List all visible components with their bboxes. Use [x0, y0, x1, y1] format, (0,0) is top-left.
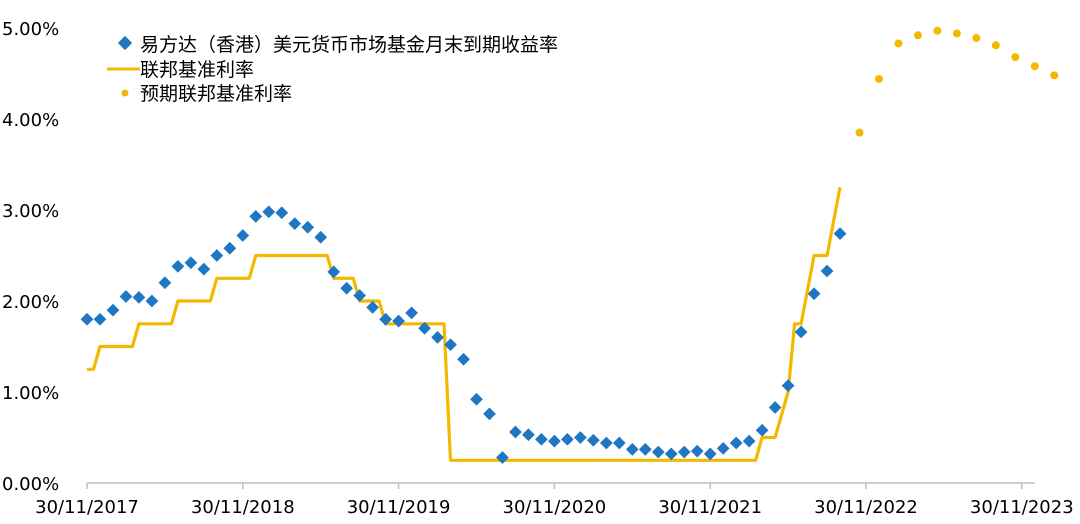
expected-rate-point	[894, 39, 903, 48]
fund-yield-point	[327, 265, 341, 279]
fund-yield-point	[768, 401, 782, 414]
fund-yield-point	[314, 230, 328, 244]
legend-item-fed-rate: 联邦基准利率	[107, 59, 254, 81]
fund-yield-point	[275, 206, 289, 220]
fund-yield-point	[418, 321, 431, 335]
fund-yield-point	[457, 352, 470, 366]
fund-yield-point	[729, 436, 743, 450]
fund-yield-point	[301, 220, 315, 234]
fund-yield-point	[80, 312, 94, 326]
fund-yield-point	[483, 407, 496, 421]
legend: 易方达（香港）美元货币市场基金月末到期收益率 联邦基准利率 预期联邦基准利率	[107, 34, 558, 105]
fund-yield-point	[716, 442, 730, 455]
y-axis-ticks: 0.00% 1.00% 2.00% 3.00% 4.00% 5.00%	[2, 19, 59, 495]
fund-yield-point	[548, 434, 561, 448]
expected-rate-point	[1050, 71, 1059, 80]
legend-label-expected-fed-rate: 预期联邦基准利率	[140, 83, 292, 105]
fund-yield-point	[664, 447, 678, 461]
fund-yield-point	[470, 392, 483, 406]
fund-yield-point	[781, 379, 795, 392]
fund-yield-point	[677, 445, 691, 459]
fund-yield-point	[262, 205, 276, 219]
fund-yield-point	[509, 425, 522, 439]
x-tick-label: 30/11/2018	[191, 497, 295, 518]
expected-rate-point	[991, 41, 1000, 50]
fund-yield-point	[405, 306, 418, 320]
y-tick-label: 3.00%	[2, 201, 59, 222]
fund-yield-point	[703, 447, 717, 461]
expected-rate-point	[1011, 53, 1020, 62]
fund-yield-point	[496, 451, 509, 464]
legend-item-fund-yield: 易方达（香港）美元货币市场基金月末到期收益率	[117, 34, 558, 56]
legend-label-fed-rate: 联邦基准利率	[140, 59, 254, 81]
expected-rate-point	[913, 31, 922, 40]
y-tick-label: 5.00%	[2, 19, 59, 40]
expected-rate-point	[1030, 62, 1039, 71]
fund-yield-point	[690, 444, 704, 458]
fund-yield-point	[794, 325, 808, 339]
y-tick-label: 2.00%	[2, 292, 59, 313]
expected-rate-point	[952, 29, 961, 38]
expected-rate-point	[855, 128, 864, 137]
fund-yield-point	[119, 290, 133, 303]
fund-yield-point	[171, 260, 185, 273]
x-axis-ticks: 30/11/2017 30/11/2018 30/11/2019 30/11/2020…	[35, 497, 1074, 518]
fund-yield-point	[93, 312, 107, 326]
fund-yield-point	[145, 294, 159, 308]
legend-item-expected-fed-rate: 预期联邦基准利率	[121, 83, 292, 105]
fund-yield-point	[353, 289, 367, 302]
legend-dot-marker	[121, 89, 129, 97]
y-tick-label: 4.00%	[2, 110, 59, 131]
fund-yield-point	[444, 338, 457, 352]
fund-yield-point	[106, 303, 120, 317]
fund-yield-point	[379, 312, 392, 326]
fund-yield-point	[431, 331, 444, 344]
expected-rate-point	[972, 34, 981, 43]
fund-yield-point	[522, 428, 535, 442]
fund-yield-point	[366, 301, 379, 314]
fund-yield-point	[535, 432, 548, 446]
fund-yield-point	[132, 290, 146, 304]
fund-yield-point	[574, 431, 587, 444]
x-tick-label: 30/11/2020	[503, 497, 607, 518]
fund-yield-point	[210, 249, 224, 262]
fed-rate-line	[87, 187, 842, 462]
fund-yield-point	[158, 276, 172, 290]
fund-yield-point	[249, 210, 263, 223]
legend-label-fund-yield: 易方达（香港）美元货币市场基金月末到期收益率	[140, 34, 558, 56]
y-tick-label: 1.00%	[2, 383, 59, 404]
fund-yield-point	[340, 281, 354, 295]
fund-yield-point	[612, 436, 626, 450]
x-axis-tick-marks	[86, 483, 1023, 489]
fund-yield-point	[807, 287, 821, 301]
x-tick-label: 30/11/2022	[814, 497, 918, 518]
fund-yield-point	[288, 217, 302, 231]
fund-yield-point	[742, 434, 756, 448]
fund-yield-point	[599, 436, 613, 450]
x-tick-label: 30/11/2021	[658, 497, 762, 518]
fund-yield-point	[638, 442, 652, 456]
x-tick-label: 30/11/2017	[35, 497, 139, 518]
fund-yield-point	[586, 433, 600, 447]
fund-yield-point	[651, 445, 665, 459]
fund-yield-point	[197, 262, 211, 276]
fund-yield-point	[820, 264, 834, 278]
fund-yield-point	[392, 314, 405, 328]
fund-yield-point	[625, 442, 639, 456]
fund-yield-point	[561, 432, 574, 446]
x-tick-label: 30/11/2023	[970, 497, 1074, 518]
fund-yield-point	[833, 227, 847, 241]
fund-yield-point	[755, 423, 769, 437]
expected-rate-point	[933, 26, 942, 35]
legend-diamond-marker	[117, 35, 133, 51]
x-tick-label: 30/11/2019	[347, 497, 451, 518]
fund-yield-point	[184, 256, 198, 270]
fund-yield-point	[236, 229, 250, 242]
y-tick-label: 0.00%	[2, 474, 59, 495]
fund-yield-point	[223, 241, 237, 255]
expected-rate-point	[874, 74, 883, 83]
